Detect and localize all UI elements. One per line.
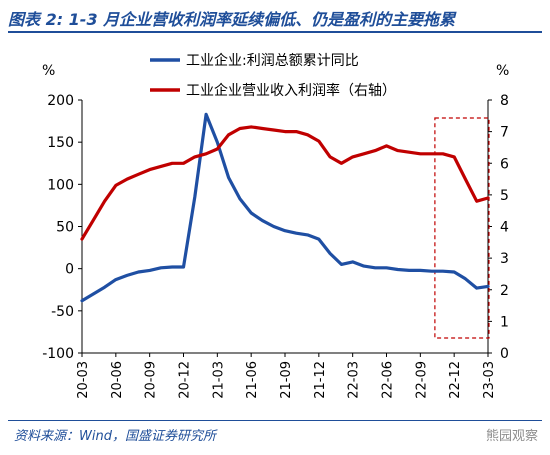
- axes-layer: % % -100 -50 0 50 100 150 200 0 1 2 3 4 5 6 7 8 20-03 20-06…: [42, 63, 509, 399]
- x-tick-label: 20-09: [144, 361, 159, 399]
- right-tick-label: 5: [500, 188, 509, 204]
- legend-label: 工业企业营业收入利润率（右轴）: [186, 82, 396, 99]
- x-tick-label: 20-12: [178, 361, 193, 399]
- watermark-text: 熊园观察: [485, 429, 538, 444]
- left-tick-label: 0: [65, 262, 74, 278]
- left-tick-label: 200: [47, 93, 74, 109]
- left-tick-label: 50: [56, 220, 74, 236]
- right-tick-label: 7: [500, 125, 509, 141]
- legend-label: 工业企业:利润总额累计同比: [186, 52, 359, 69]
- right-axis-unit: %: [496, 63, 509, 79]
- right-tick-label: 3: [500, 251, 509, 267]
- x-tick-label: 22-09: [414, 361, 429, 399]
- title-divider: [8, 31, 542, 33]
- series-layer: [80, 112, 490, 303]
- right-tick-label: 8: [500, 93, 509, 109]
- source-divider: [8, 420, 542, 421]
- x-tick-label: 23-03: [482, 361, 497, 399]
- right-tick-label: 6: [500, 156, 509, 172]
- x-tick-label: 20-03: [76, 361, 91, 399]
- series-line-profit-growth: [80, 112, 490, 303]
- x-tick-label: 21-09: [279, 361, 294, 399]
- highlight-box: [434, 117, 490, 339]
- left-axis-unit: %: [42, 63, 55, 79]
- x-tick-label: 22-12: [448, 361, 463, 399]
- source-note: 资料来源：Wind，国盛证券研究所: [14, 429, 216, 444]
- highlight-layer: [434, 117, 490, 339]
- x-tick-label: 22-06: [381, 361, 396, 399]
- x-tick-label: 21-03: [211, 361, 226, 399]
- left-tick-label: -50: [51, 304, 74, 320]
- chart-title: 图表 2: 1-3 月企业营收利润率延续偏低、仍是盈利的主要拖累: [8, 10, 456, 29]
- right-tick-label: 0: [500, 346, 509, 362]
- x-tick-label: 22-03: [347, 361, 362, 399]
- right-tick-label: 1: [500, 314, 509, 330]
- x-tick-label: 21-12: [313, 361, 328, 399]
- left-tick-label: 100: [47, 177, 74, 193]
- x-tick-label: 20-06: [110, 361, 125, 399]
- right-tick-label: 4: [500, 220, 509, 236]
- series-line-revenue-margin: [80, 125, 490, 241]
- x-tick-label: 21-06: [245, 361, 260, 399]
- right-tick-label: 2: [500, 283, 509, 299]
- left-tick-label: 150: [47, 135, 74, 151]
- chart-canvas: % % -100 -50 0 50 100 150 200 0 1 2 3 4 5 6 7 8 20-03 20-06…: [42, 52, 509, 399]
- left-tick-label: -100: [42, 346, 74, 362]
